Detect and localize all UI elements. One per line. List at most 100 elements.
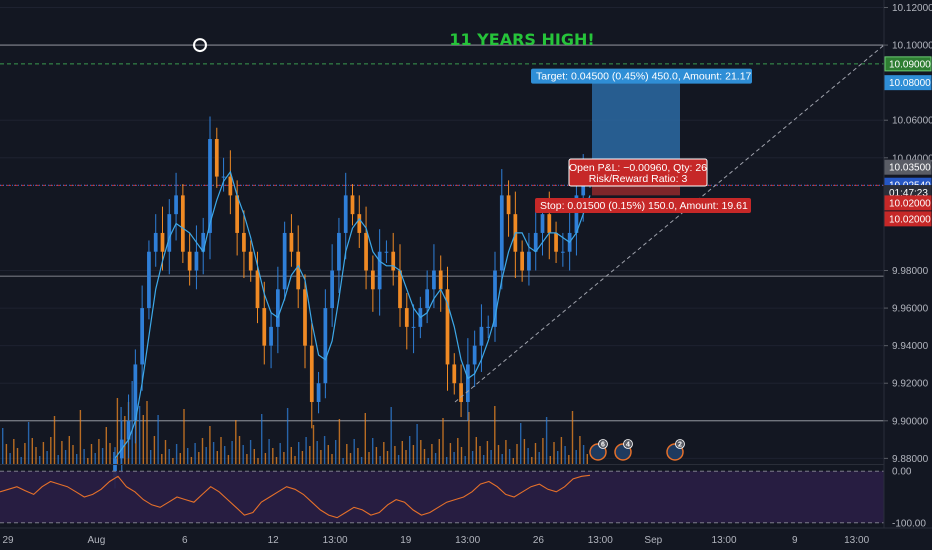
volume-bar [172, 458, 174, 464]
moving-average-line [114, 170, 591, 459]
price-axis-bg [884, 0, 932, 550]
volume-bar [564, 446, 566, 464]
volume-bar [568, 455, 570, 464]
volume-bar [497, 445, 500, 464]
volume-bar [246, 454, 248, 464]
trend-line[interactable] [454, 44, 885, 403]
volume-bar [401, 441, 403, 464]
price-tick-label: 9.96000 [892, 304, 929, 315]
volume-bar [212, 442, 215, 464]
volume-bar [453, 452, 455, 464]
high-marker-circle[interactable] [193, 38, 207, 53]
candle-body [187, 251, 192, 271]
volume-bar [471, 451, 474, 464]
volume-bar [379, 456, 381, 464]
volume-bar [575, 450, 577, 464]
candle-body [316, 383, 321, 403]
pnl-label[interactable]: Open P&L: −0.00960, Qty: 26 Risk/Reward … [568, 158, 708, 187]
volume-bar [175, 444, 178, 464]
time-axis[interactable]: 29 Aug 6 12 13:00 19 13:00 26 13:00 Sep 13:00 9 13:0… [2, 535, 869, 546]
volume-bar [61, 441, 63, 464]
candle-body [133, 364, 138, 421]
volume-bar [386, 451, 389, 464]
candle-body [370, 270, 375, 290]
volume-bar [523, 439, 526, 464]
candle-body [520, 251, 525, 271]
volume-bar [264, 453, 267, 464]
candle-body [527, 251, 531, 271]
price-axis[interactable]: 10.12000 10.10000 10.06000 10.04000 9.98000 9… [884, 3, 932, 465]
volume-bar [442, 418, 444, 464]
volume-bar [390, 407, 392, 464]
candle-body [235, 195, 240, 233]
target-label[interactable]: Target: 0.04500 (0.45%) 450.0, Amount: 2… [531, 68, 752, 84]
pnl-label-line2: Risk/Reward Ratio: 3 [589, 173, 688, 185]
price-tag-label: 10.02000 [889, 198, 931, 209]
volume-bar [431, 444, 433, 464]
event-marker[interactable]: 6 [589, 439, 608, 461]
rsi-axis[interactable]: 0.00 -100.00 [892, 467, 926, 530]
event-marker[interactable]: 4 [614, 439, 633, 461]
candle-body [479, 326, 484, 346]
volume-bar [357, 448, 359, 464]
price-tag-label: 10.02000 [889, 214, 931, 225]
price-tag-label: 10.08000 [889, 78, 931, 89]
volume-bar [405, 450, 407, 464]
time-tick-label: Aug [88, 535, 106, 546]
event-marker[interactable]: 2 [666, 439, 685, 461]
volume-bar [68, 436, 70, 464]
stop-label[interactable]: Stop: 0.01500 (0.15%) 150.0, Amount: 19.… [535, 198, 751, 213]
volume-bar [516, 444, 518, 464]
candle-body [282, 232, 287, 290]
volume-bar [446, 457, 448, 464]
price-tag-label: 10.09000 [889, 59, 931, 70]
price-tag-box [884, 159, 932, 175]
candle-body [113, 458, 117, 478]
volume-bar [57, 455, 59, 464]
volume-bar [364, 413, 366, 464]
volume-bar [238, 436, 241, 464]
candle-body [242, 232, 246, 252]
time-tick-label: 13:00 [844, 535, 869, 546]
volume-bar [272, 448, 274, 464]
event-markers[interactable]: 6 4 2 [589, 439, 685, 461]
volume-bar [135, 397, 137, 464]
volume-bar [124, 416, 126, 464]
volume-bar [257, 458, 259, 464]
volume-bar [164, 440, 167, 464]
pnl-label-line1: Open P&L: −0.00960, Qty: 26 [569, 162, 707, 174]
volume-bar [534, 443, 537, 464]
candle-body [357, 214, 362, 233]
volume-bar [423, 449, 426, 464]
volume-bar [220, 437, 222, 464]
candles[interactable] [113, 116, 592, 489]
candle-body [377, 251, 382, 290]
candle-body [262, 308, 267, 346]
rsi-pane[interactable] [0, 470, 884, 524]
volume-bar [427, 458, 429, 464]
volume-bar [279, 443, 281, 464]
volume-bar [286, 408, 289, 464]
candle-body [486, 326, 491, 328]
volume-bar [231, 441, 233, 464]
volume-bar [46, 451, 48, 464]
volume-bar [309, 446, 311, 464]
time-tick-label: 13:00 [712, 535, 737, 546]
event-count: 4 [626, 442, 630, 449]
time-tick-label: 13:00 [588, 535, 613, 546]
event-count: 6 [601, 442, 605, 449]
volume-bar [320, 450, 322, 464]
volume-bar [201, 438, 204, 464]
candle-body [153, 232, 158, 252]
volume-bar [342, 458, 344, 464]
price-tick-label: 9.88000 [892, 454, 929, 465]
volume-bar [146, 401, 148, 464]
candle-body [499, 195, 504, 271]
volume-bar [508, 449, 511, 464]
volume-bar [161, 454, 163, 464]
time-tick-label: Sep [644, 535, 662, 546]
volume-bar [209, 426, 211, 464]
volume-bar [542, 438, 544, 464]
time-tick-label: 29 [2, 535, 14, 546]
